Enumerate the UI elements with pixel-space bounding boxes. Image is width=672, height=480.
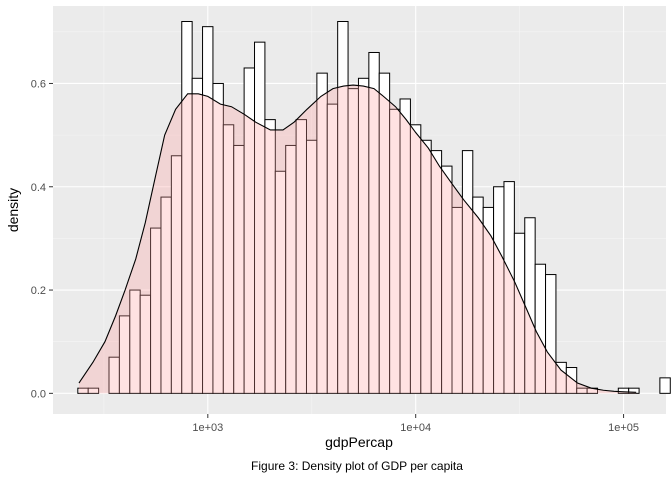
histogram-bar <box>628 387 640 394</box>
histogram-bar <box>87 387 100 394</box>
x-tick-label: 1e+03 <box>192 422 223 434</box>
density-layer <box>78 84 637 394</box>
x-tick-label: 1e+04 <box>400 422 431 434</box>
x-tick-label: 1e+05 <box>608 422 639 434</box>
histogram-bar <box>659 377 671 394</box>
y-axis: 0.0 0.2 0.4 0.6 <box>31 78 53 400</box>
y-tick-label: 0.6 <box>31 78 46 90</box>
y-axis-title: density <box>5 188 21 232</box>
histogram-bar <box>545 274 557 394</box>
y-tick-label: 0.4 <box>31 182 46 194</box>
figure-caption: Figure 3: Density plot of GDP per capita <box>251 459 463 473</box>
x-axis-title: gdpPercap <box>325 434 393 450</box>
histogram-bar <box>565 367 578 394</box>
histogram-bars <box>77 20 671 394</box>
y-tick-label: 0.0 <box>31 388 46 400</box>
y-tick-label: 0.2 <box>31 285 46 297</box>
density-area <box>78 85 637 394</box>
x-axis: 1e+03 1e+04 1e+05 <box>192 414 639 434</box>
density-curve <box>78 84 637 393</box>
